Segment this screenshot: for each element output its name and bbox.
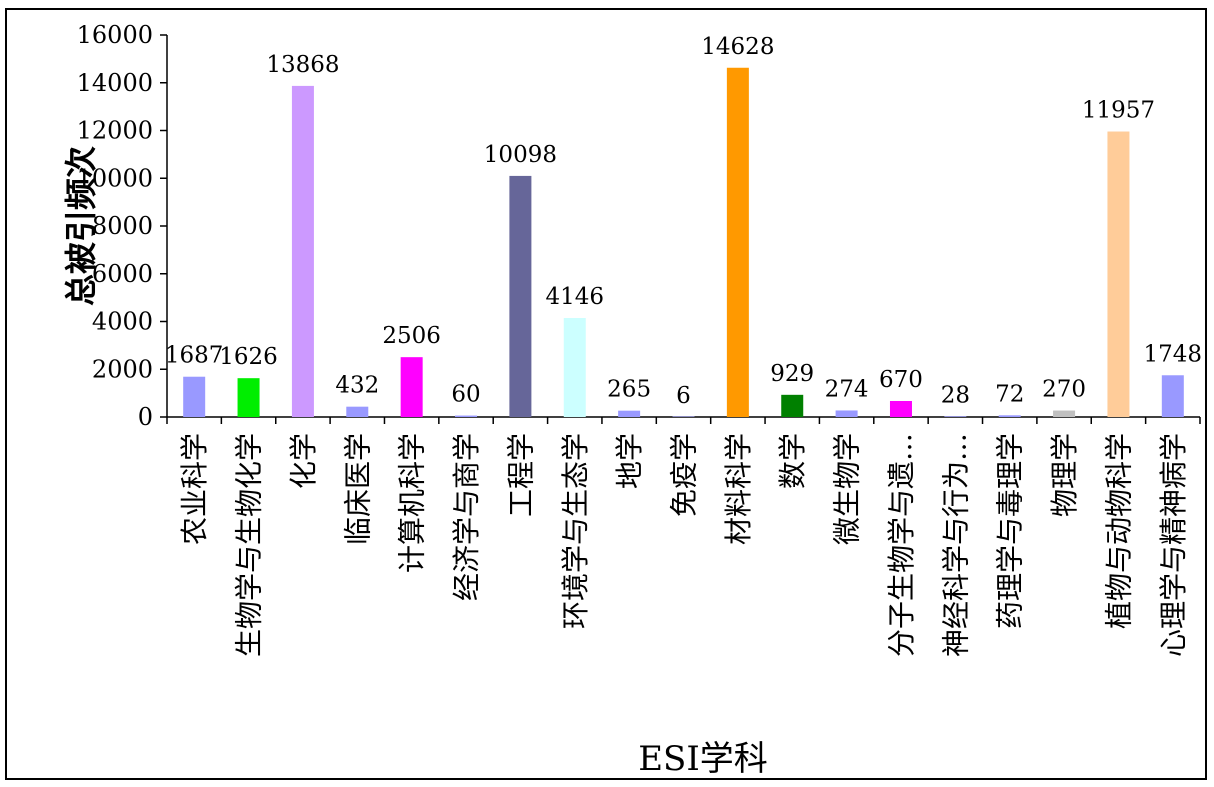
category-label: 数学 — [776, 433, 809, 489]
category-label: 临床医学 — [341, 433, 374, 545]
bar — [291, 85, 314, 418]
y-axis-title: 总被引频次 — [62, 146, 100, 306]
bar — [237, 378, 260, 417]
data-label: 274 — [825, 376, 869, 402]
data-label: 270 — [1042, 377, 1086, 403]
category-label: 地学 — [613, 433, 646, 489]
bar — [944, 416, 967, 417]
data-label: 2506 — [382, 323, 441, 349]
y-tick-label: 8000 — [92, 212, 153, 240]
bar — [726, 67, 749, 417]
category-label: 植物与动物科学 — [1102, 433, 1135, 629]
bar — [1107, 131, 1130, 418]
data-label: 432 — [335, 373, 379, 399]
category-label: 药理学与毒理学 — [994, 433, 1027, 629]
bar — [1161, 375, 1184, 417]
bar — [563, 318, 586, 417]
bar — [672, 416, 695, 417]
category-label: 化学 — [287, 433, 320, 489]
category-label: 分子生物学与遗… — [885, 433, 918, 657]
bar — [346, 406, 369, 417]
x-axis-title: ESI学科 — [638, 739, 768, 779]
y-tick-label: 12000 — [77, 117, 153, 145]
data-label: 60 — [451, 382, 480, 408]
category-label: 物理学 — [1048, 433, 1081, 517]
data-label: 1748 — [1144, 341, 1203, 367]
data-label: 28 — [941, 382, 970, 408]
category-label: 心理学与精神病学 — [1157, 433, 1190, 657]
y-tick-label: 0 — [138, 403, 153, 431]
data-label: 14628 — [701, 34, 774, 60]
bar — [889, 401, 912, 417]
category-label: 生物学与生物化学 — [233, 433, 266, 657]
bar — [835, 410, 858, 417]
bar — [998, 415, 1021, 417]
category-label: 材料科学 — [722, 433, 755, 545]
data-label: 10098 — [484, 142, 557, 168]
y-tick-label: 10000 — [77, 164, 153, 192]
data-label: 6 — [676, 383, 691, 409]
category-label: 计算机科学 — [396, 433, 429, 573]
chart-frame — [5, 8, 1207, 780]
data-label: 265 — [607, 377, 651, 403]
bar — [781, 394, 804, 417]
bar — [618, 410, 641, 417]
category-label: 工程学 — [504, 433, 537, 517]
category-label: 微生物学 — [831, 433, 864, 545]
bar — [400, 357, 423, 417]
y-tick-label: 14000 — [77, 69, 153, 97]
data-label: 1687 — [165, 343, 224, 369]
data-label: 1626 — [219, 344, 278, 370]
category-label: 经济学与商学 — [450, 433, 483, 601]
data-label: 929 — [770, 361, 814, 387]
bar — [509, 175, 532, 417]
bar — [455, 415, 478, 417]
category-label: 农业科学 — [178, 433, 211, 545]
data-label: 72 — [995, 381, 1024, 407]
y-tick-label: 6000 — [92, 260, 153, 288]
data-label: 670 — [879, 367, 923, 393]
category-label: 神经科学与行为… — [939, 433, 972, 657]
category-label: 环境学与生态学 — [559, 433, 592, 629]
bar — [1053, 410, 1076, 417]
category-label: 免疫学 — [668, 433, 701, 517]
data-label: 4146 — [545, 284, 604, 310]
y-tick-label: 2000 — [92, 355, 153, 383]
y-tick-label: 16000 — [77, 21, 153, 49]
bar — [183, 376, 206, 417]
data-label: 13868 — [266, 52, 339, 78]
data-label: 11957 — [1082, 98, 1155, 124]
y-tick-label: 4000 — [92, 308, 153, 336]
